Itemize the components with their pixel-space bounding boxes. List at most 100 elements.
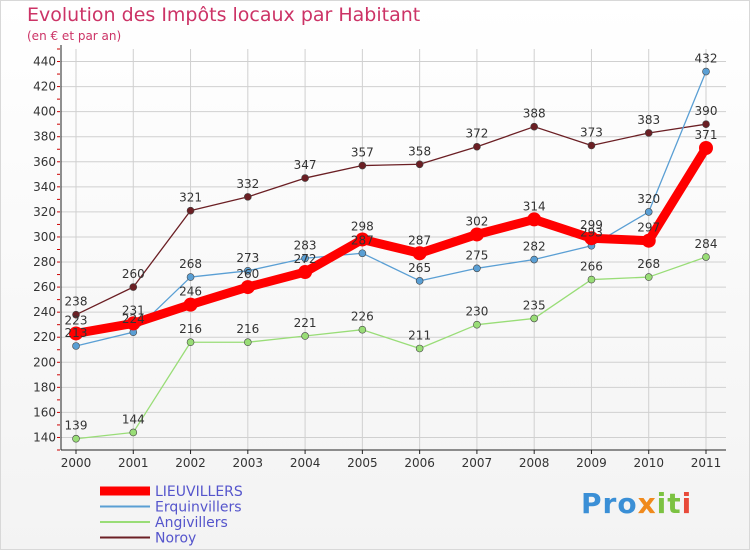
data-point-erquinvillers [415,277,424,285]
data-label-noroy: 321 [179,191,202,205]
data-point-erquinvillers [473,264,481,273]
data-point-angivillers [301,332,309,340]
data-label-erquinvillers: 224 [122,312,145,326]
x-tick-label: 2002 [175,456,206,470]
data-label-angivillers: 216 [236,322,259,336]
data-label-erquinvillers: 432 [695,52,718,66]
series-line-angivillers [75,256,707,440]
data-point-erquinvillers [186,273,195,281]
data-label-erquinvillers: 265 [408,261,431,275]
data-point-lieuvillers [412,246,427,261]
data-point-angivillers [587,275,596,284]
data-point-angivillers [72,434,80,443]
x-tick-label: 2009 [576,456,607,470]
data-point-noroy [644,129,653,137]
data-label-lieuvillers: 298 [351,219,374,233]
data-point-lieuvillers [584,231,599,246]
data-point-lieuvillers [469,227,484,242]
y-tick-label: 200 [33,355,56,369]
data-point-angivillers [244,338,252,347]
data-point-lieuvillers [69,326,83,341]
x-tick-label: 2008 [519,456,550,470]
data-label-angivillers: 284 [695,237,718,251]
data-label-erquinvillers: 282 [523,240,546,254]
data-point-angivillers [415,344,424,353]
data-point-noroy [72,310,80,319]
data-label-angivillers: 211 [408,328,431,342]
data-label-lieuvillers: 302 [465,214,488,228]
data-label-lieuvillers: 223 [65,313,88,327]
data-point-erquinvillers [702,67,710,76]
y-tick-label: 240 [33,305,56,319]
legend-label-lieuvillers: LIEUVILLERS [155,484,243,500]
data-label-noroy: 332 [236,177,259,191]
data-label-lieuvillers: 260 [236,267,259,281]
y-tick-label: 160 [33,405,56,419]
data-label-angivillers: 226 [351,310,374,324]
data-point-angivillers [358,325,367,334]
chart-title: Evolution des Impôts locaux par Habitant [27,4,421,26]
data-point-lieuvillers [699,140,713,155]
x-tick-label: 2005 [347,456,378,470]
data-point-erquinvillers [644,208,653,216]
data-label-angivillers: 268 [637,257,660,271]
data-point-erquinvillers [301,254,309,263]
data-label-erquinvillers: 268 [179,257,202,271]
chart-subtitle: (en € et par an) [27,29,122,43]
data-point-lieuvillers [527,212,542,227]
y-tick-label: 220 [33,330,56,344]
proxiti-logo: Proxiti [581,487,692,520]
y-tick-label: 320 [33,205,56,219]
data-point-erquinvillers [530,255,538,264]
data-point-lieuvillers [240,280,255,295]
data-label-erquinvillers: 287 [351,233,374,247]
data-label-lieuvillers: 246 [179,285,202,299]
y-tick-label: 300 [33,230,56,244]
y-tick-label: 280 [33,255,56,269]
data-point-lieuvillers [641,233,656,248]
data-point-angivillers [644,273,653,281]
legend-label-erquinvillers: Erquinvillers [155,500,242,516]
data-label-noroy: 372 [465,127,488,141]
data-label-angivillers: 216 [179,322,202,336]
x-tick-label: 2003 [233,456,264,470]
logo-text-it: it [656,487,682,520]
y-tick-label: 440 [33,55,56,69]
data-label-angivillers: 235 [523,298,546,312]
data-point-lieuvillers [355,232,370,247]
y-tick-label: 360 [33,155,56,169]
data-label-angivillers: 144 [122,412,145,426]
data-point-noroy [587,141,596,150]
data-point-erquinvillers [72,342,80,350]
data-point-noroy [358,161,367,170]
data-point-noroy [129,283,138,291]
data-point-lieuvillers [183,297,198,312]
x-tick-label: 2011 [691,456,722,470]
data-point-lieuvillers [298,265,313,280]
data-label-erquinvillers: 320 [637,192,660,206]
series-line-erquinvillers [75,71,707,347]
data-label-noroy: 358 [408,144,431,158]
data-label-erquinvillers: 275 [465,248,488,262]
data-label-angivillers: 139 [65,419,88,433]
data-label-angivillers: 230 [465,305,488,319]
data-point-noroy [186,206,195,215]
y-tick-label: 260 [33,280,56,294]
data-label-lieuvillers: 231 [122,303,145,317]
data-point-angivillers [530,314,538,323]
data-point-lieuvillers [126,316,141,331]
data-label-noroy: 383 [637,113,660,127]
data-point-erquinvillers [358,249,367,258]
data-label-angivillers: 266 [580,260,603,274]
y-tick-label: 340 [33,180,56,194]
y-tick-label: 400 [33,105,56,119]
x-tick-label: 2004 [290,456,321,470]
x-tick-label: 2006 [404,456,435,470]
data-label-noroy: 238 [65,295,88,309]
data-label-erquinvillers: 213 [65,326,88,340]
data-label-erquinvillers: 293 [580,226,603,240]
data-point-noroy [473,142,481,151]
legend-label-noroy: Noroy [155,531,196,547]
data-label-lieuvillers: 272 [294,252,317,266]
